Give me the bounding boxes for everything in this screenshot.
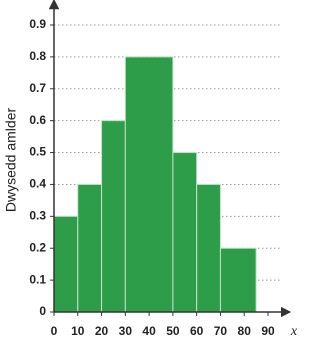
bar	[53, 215, 79, 313]
bar	[77, 183, 103, 313]
y-tick-label: 0.4	[29, 177, 46, 191]
bar	[124, 56, 174, 313]
y-tick-label: 0.5	[29, 145, 46, 159]
x-tick-label: 20	[95, 324, 109, 338]
bar	[172, 152, 198, 313]
x-tick-label: 0	[51, 324, 58, 338]
x-tick-label: 90	[261, 324, 275, 338]
bar	[101, 120, 126, 313]
x-tick-label: 60	[190, 324, 204, 338]
y-tick-label: 0.8	[29, 49, 46, 63]
y-tick-label: 0.9	[29, 17, 46, 31]
y-tick-label: 0.6	[29, 113, 46, 127]
x-tick-label: 30	[119, 324, 133, 338]
x-tick-label: 10	[71, 324, 85, 338]
y-tick-label: 0	[39, 304, 46, 318]
chart: Dwysedd amlder x 0 0.1 0.2 0.3 0.4 0.5 0.6 0.7 0…	[3, 0, 298, 339]
bar	[196, 183, 221, 313]
x-tick-label: 70	[214, 324, 228, 338]
x-tick-label: 80	[238, 324, 252, 338]
y-tick-label: 0.3	[29, 209, 46, 223]
x-tick-label: 50	[166, 324, 180, 338]
y-tick-label: 0.2	[29, 240, 46, 254]
y-tick-label: 0.1	[29, 272, 46, 286]
y-tick-label: 0.7	[29, 81, 46, 95]
x-tick-label: 40	[142, 324, 156, 338]
y-axis-label: Dwysedd amlder	[3, 108, 19, 213]
bar	[219, 247, 257, 313]
x-axis-label: x	[290, 324, 298, 339]
